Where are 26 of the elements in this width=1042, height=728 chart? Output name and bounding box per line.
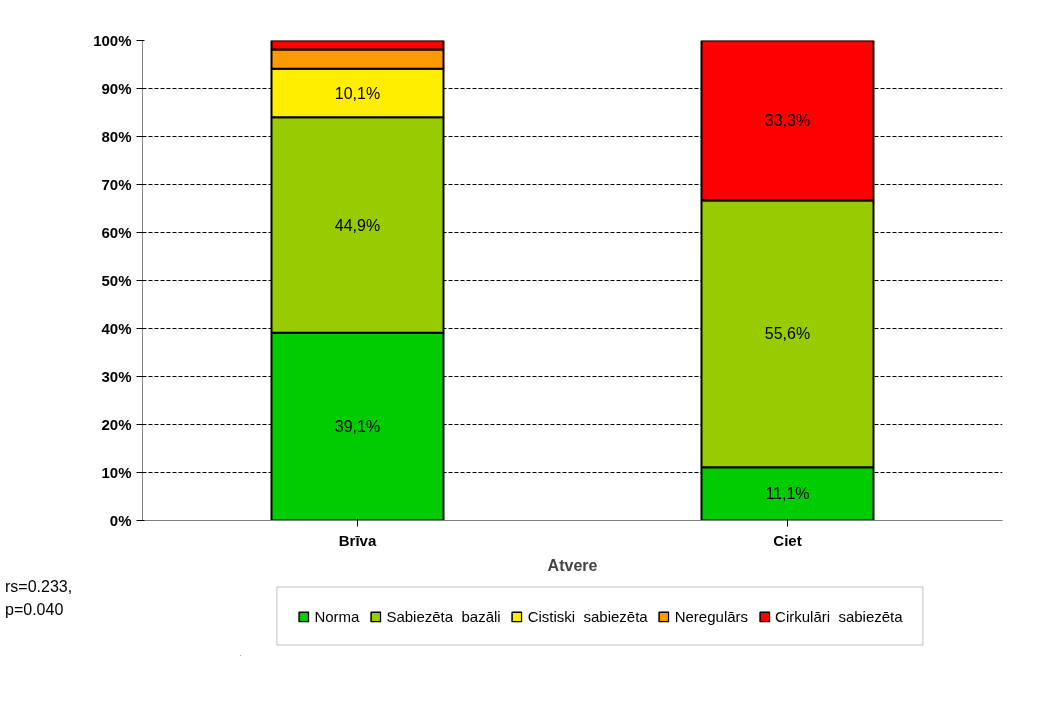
x-tick-label: Ciet	[773, 531, 802, 549]
y-tick-label: 70%	[101, 176, 132, 193]
text: rs=0.233, p=0.040	[5, 577, 73, 620]
legend-label: Sabiezēta bazāli	[386, 607, 501, 625]
y-tick-label: 20%	[101, 416, 132, 433]
data-label: 39,1%	[334, 418, 381, 436]
data-label: 11,1%	[765, 485, 810, 503]
x-axis-title: Atvere	[547, 556, 598, 574]
y-tick-label: 50%	[101, 272, 132, 289]
data-label: 44,9%	[334, 216, 381, 234]
data-label: 10,1%	[334, 84, 381, 102]
legend-label: Neregulārs	[674, 607, 749, 625]
y-tick-label: 40%	[101, 320, 132, 337]
y-tick-label: 0%	[109, 512, 132, 529]
legend-label: Cirkulāri sabiezēta	[775, 607, 903, 625]
data-label: 33,3%	[764, 111, 811, 129]
y-tick-label: 90%	[101, 80, 132, 97]
y-tick-label: 100%	[93, 32, 132, 49]
y-tick-label: 80%	[101, 128, 132, 145]
x-tick-label: Brīva	[338, 531, 377, 549]
y-tick-label: 60%	[101, 224, 132, 241]
legend-label: Norma	[314, 607, 360, 625]
legend-label: Cistiski sabiezēta	[527, 607, 648, 625]
y-tick-label: 10%	[101, 464, 132, 481]
y-tick-label: 30%	[101, 368, 132, 385]
data-label: 55,6%	[764, 325, 811, 343]
